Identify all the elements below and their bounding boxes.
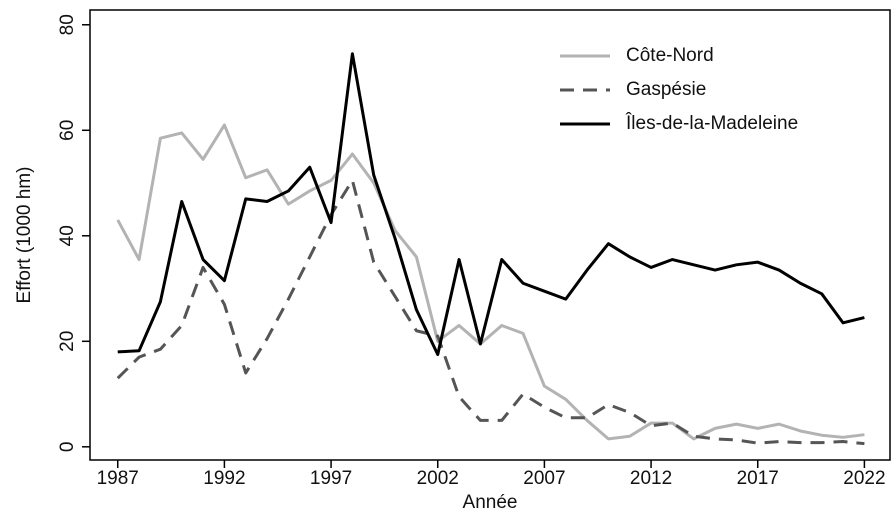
y-axis-label: Effort (1000 hm) [14, 167, 35, 304]
x-tick-label: 2017 [737, 468, 779, 489]
x-tick-label: 1992 [203, 468, 245, 489]
x-tick-label: 2022 [843, 468, 885, 489]
series-line [117, 52, 865, 356]
y-tick-label: 80 [57, 14, 78, 35]
series-line [116, 178, 865, 446]
x-tick-label: 2002 [417, 468, 459, 489]
x-axis-label: Année [463, 492, 518, 513]
plot-frame [89, 9, 891, 461]
y-tick-label: 60 [57, 120, 78, 141]
x-tick-label: 1987 [97, 468, 139, 489]
y-tick-label: 20 [57, 331, 78, 352]
legend-label: Îles-de-la-Madeleine [625, 112, 798, 134]
series-line [116, 123, 865, 441]
x-tick-label: 2012 [630, 468, 672, 489]
y-tick-label: 40 [57, 225, 78, 246]
legend-label: Côte-Nord [626, 45, 714, 66]
x-tick-label: 2007 [523, 468, 565, 489]
x-tick-label: 1997 [310, 468, 352, 489]
y-tick-label: 0 [57, 442, 78, 453]
legend-label: Gaspésie [626, 79, 706, 100]
